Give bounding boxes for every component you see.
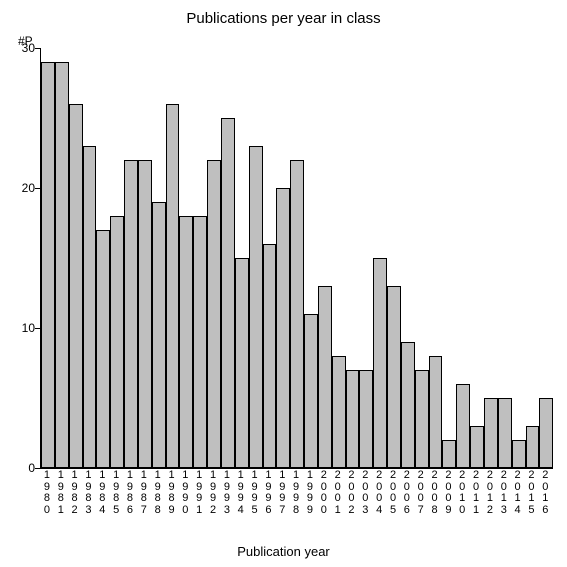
y-tick-label: 30 [7, 41, 35, 55]
bar [484, 398, 498, 468]
x-tick-label: 2014 [511, 470, 525, 516]
bar [429, 356, 443, 468]
bar [276, 188, 290, 468]
bar [263, 244, 277, 468]
x-tick-label: 1989 [165, 470, 179, 516]
bar [526, 426, 540, 468]
x-tick-label: 2002 [345, 470, 359, 516]
x-tick-label: 2005 [386, 470, 400, 516]
x-tick-label: 2001 [331, 470, 345, 516]
x-tick-label: 1993 [220, 470, 234, 516]
y-tick-label: 0 [7, 461, 35, 475]
x-tick-label: 2009 [441, 470, 455, 516]
y-tick-label: 20 [7, 181, 35, 195]
bar [401, 342, 415, 468]
x-tick-label: 2011 [469, 470, 483, 516]
bar [55, 62, 69, 468]
x-tick-label: 1985 [109, 470, 123, 516]
x-tick-label: 1992 [206, 470, 220, 516]
x-tick-label: 2004 [372, 470, 386, 516]
x-tick-label: 1998 [289, 470, 303, 516]
x-tick-label: 1994 [234, 470, 248, 516]
bar [249, 146, 263, 468]
bar [304, 314, 318, 468]
x-axis-title: Publication year [0, 544, 567, 559]
x-tick-label: 1995 [248, 470, 262, 516]
x-tick-label: 2015 [525, 470, 539, 516]
bar [69, 104, 83, 468]
x-tick-label: 1987 [137, 470, 151, 516]
bar [387, 286, 401, 468]
x-tick-label: 2006 [400, 470, 414, 516]
x-tick-label: 2000 [317, 470, 331, 516]
bar [498, 398, 512, 468]
x-tick-label: 1983 [82, 470, 96, 516]
bar [152, 202, 166, 468]
x-tick-label: 2007 [414, 470, 428, 516]
bar [96, 230, 110, 468]
bar [166, 104, 180, 468]
bar [359, 370, 373, 468]
bar [207, 160, 221, 468]
bar [235, 258, 249, 468]
bar [332, 356, 346, 468]
bar [290, 160, 304, 468]
bar [470, 426, 484, 468]
bar [415, 370, 429, 468]
bar [456, 384, 470, 468]
bar [373, 258, 387, 468]
bar [193, 216, 207, 468]
x-tick-label: 2010 [455, 470, 469, 516]
x-tick-label: 2013 [497, 470, 511, 516]
bar [41, 62, 55, 468]
x-tick-label: 1982 [68, 470, 82, 516]
bar [124, 160, 138, 468]
plot-area [40, 48, 553, 469]
bar [346, 370, 360, 468]
bar [138, 160, 152, 468]
y-tick-label: 10 [7, 321, 35, 335]
x-tick-label: 1980 [40, 470, 54, 516]
chart-container: Publications per year in class #P 010203… [0, 0, 567, 567]
bar [442, 440, 456, 468]
x-tick-label: 1991 [192, 470, 206, 516]
x-tick-label: 1990 [178, 470, 192, 516]
bar [179, 216, 193, 468]
x-tick-label: 1988 [151, 470, 165, 516]
x-tick-label: 1984 [95, 470, 109, 516]
bar [221, 118, 235, 468]
bar [110, 216, 124, 468]
bar [539, 398, 553, 468]
x-tick-label: 2003 [358, 470, 372, 516]
x-tick-label: 2008 [428, 470, 442, 516]
x-tick-label: 1999 [303, 470, 317, 516]
bar [83, 146, 97, 468]
x-tick-label: 1996 [262, 470, 276, 516]
x-tick-label: 2016 [538, 470, 552, 516]
x-tick-labels: 1980198119821983198419851986198719881989… [40, 470, 552, 516]
x-tick-label: 1986 [123, 470, 137, 516]
x-tick-label: 1981 [54, 470, 68, 516]
bar [318, 286, 332, 468]
x-tick-label: 1997 [275, 470, 289, 516]
x-tick-label: 2012 [483, 470, 497, 516]
bars [41, 48, 553, 468]
bar [512, 440, 526, 468]
chart-title: Publications per year in class [0, 10, 567, 27]
